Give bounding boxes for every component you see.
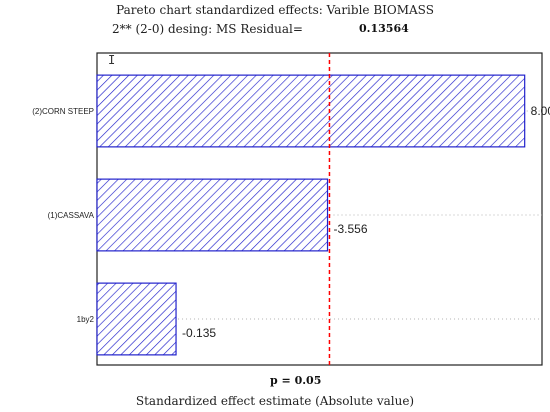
data-label-0: 8.009 (531, 104, 550, 118)
bar-0 (96, 74, 526, 148)
significance-label: p = 0.05 (270, 374, 322, 387)
chart-subtitle: 2** (2-0) desing: MS Residual= (112, 22, 303, 36)
ms-residual-value: 0.13564 (356, 22, 412, 35)
category-label-1: (1)CASSAVA (48, 211, 95, 220)
text-cursor-icon: I (108, 53, 116, 67)
x-axis-label: Standardized effect estimate (Absolute v… (135, 394, 415, 408)
bar-1 (96, 178, 329, 252)
bar-2 (96, 282, 177, 356)
category-label-0: (2)CORN STEEP (32, 107, 94, 116)
data-label-1: -3.556 (334, 222, 368, 236)
category-label-2: 1by2 (77, 315, 95, 324)
chart-title: Pareto chart standardized effects: Varib… (116, 3, 434, 17)
data-label-2: -0.135 (182, 326, 216, 340)
